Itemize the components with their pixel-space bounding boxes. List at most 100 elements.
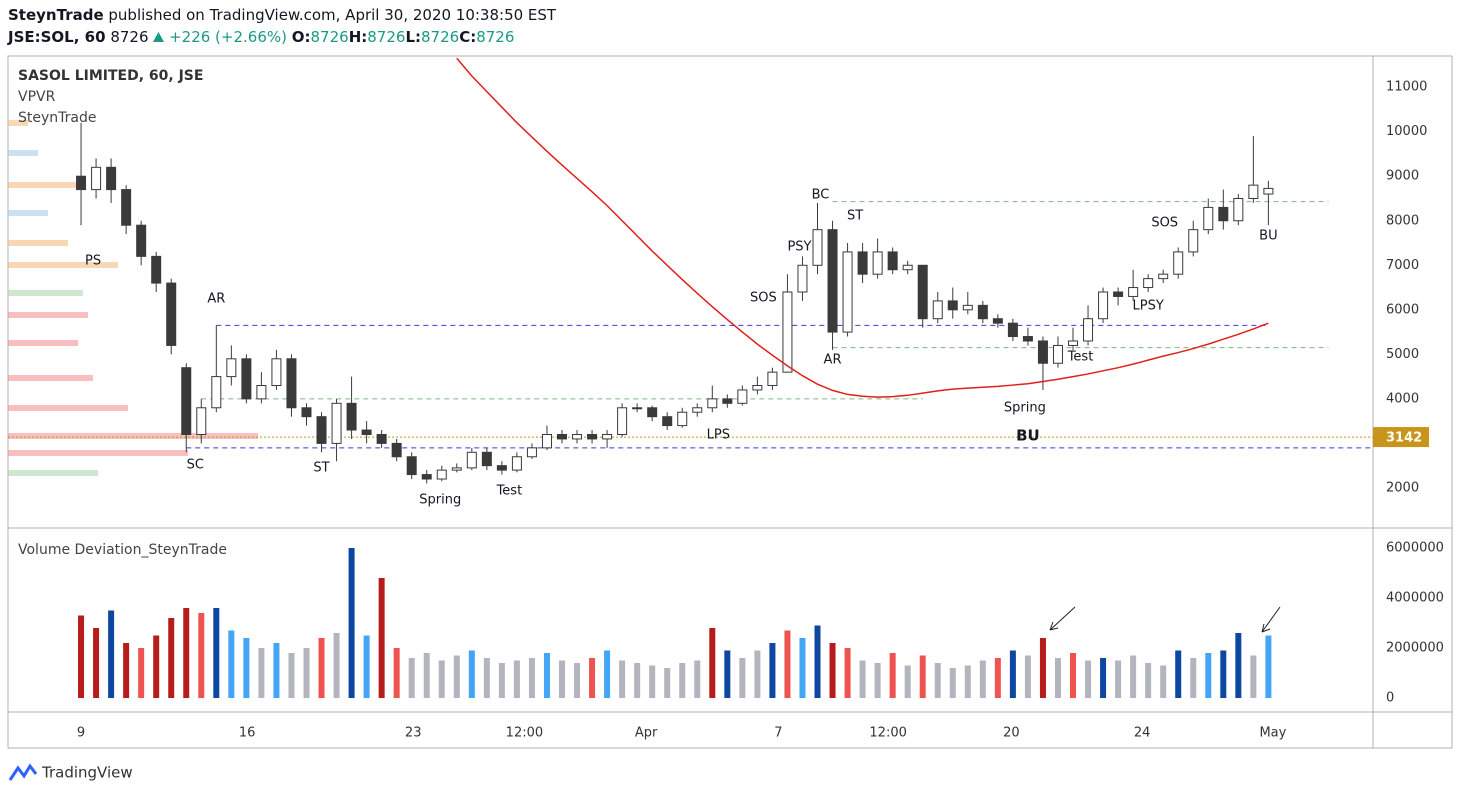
volume-bar bbox=[168, 618, 175, 698]
volume-bar bbox=[468, 650, 475, 698]
candle-body bbox=[1203, 206, 1214, 231]
candle-body bbox=[406, 456, 417, 476]
volume-bar bbox=[228, 630, 235, 698]
candle-body bbox=[1052, 344, 1063, 364]
candle-body bbox=[767, 371, 778, 387]
x-tick-label: 20 bbox=[1003, 726, 1020, 741]
candle-body bbox=[136, 224, 147, 257]
candle-body bbox=[812, 229, 823, 266]
volume-bar bbox=[979, 660, 986, 698]
candle-body bbox=[752, 385, 763, 391]
volume-bar bbox=[498, 663, 505, 698]
volume-bar bbox=[1145, 663, 1152, 698]
volume-bar bbox=[333, 633, 340, 698]
volume-bar bbox=[1054, 658, 1061, 698]
candle-body bbox=[361, 429, 372, 435]
candle-body bbox=[526, 447, 537, 458]
volume-bar bbox=[1235, 633, 1242, 698]
x-tick-label: 12:00 bbox=[869, 726, 906, 741]
annotation: SOS bbox=[1151, 215, 1178, 230]
candle-body bbox=[917, 264, 928, 320]
candle-body bbox=[872, 251, 883, 275]
candle-body bbox=[301, 407, 312, 418]
candle-body bbox=[1068, 340, 1079, 346]
x-tick-label: May bbox=[1259, 726, 1286, 741]
volume-bar bbox=[78, 615, 85, 698]
volume-bar bbox=[844, 648, 851, 698]
annotation: SC bbox=[187, 457, 204, 472]
volume-bar bbox=[198, 613, 205, 698]
y-tick-label: 4000 bbox=[1386, 391, 1419, 406]
volume-bar bbox=[393, 648, 400, 698]
candle-body bbox=[947, 300, 958, 311]
x-tick-label: 9 bbox=[77, 726, 85, 741]
candle-body bbox=[1218, 206, 1229, 222]
ohlc-label: H: bbox=[348, 28, 368, 46]
ohlc-value: 8726 bbox=[421, 28, 460, 46]
annotation: SOS bbox=[750, 290, 777, 305]
candle-body bbox=[541, 433, 552, 449]
candle-body bbox=[331, 402, 342, 444]
y-tick-label: 11000 bbox=[1386, 80, 1427, 95]
candle-body bbox=[391, 442, 402, 458]
candle-body bbox=[1143, 278, 1154, 289]
candle-body bbox=[647, 407, 658, 418]
candle-body bbox=[1263, 187, 1274, 195]
candle-body bbox=[1248, 184, 1259, 199]
volume-bar bbox=[799, 638, 806, 698]
candle-body bbox=[1188, 229, 1199, 253]
volume-bar bbox=[183, 608, 190, 698]
volume-bar bbox=[453, 655, 460, 698]
volume-bar bbox=[1024, 655, 1031, 698]
candle-body bbox=[842, 251, 853, 333]
volume-bar bbox=[694, 660, 701, 698]
candle-body bbox=[1233, 197, 1244, 222]
price-tag-label: 3142 bbox=[1386, 431, 1422, 446]
candle-body bbox=[722, 398, 733, 404]
volume-bar bbox=[483, 658, 490, 698]
candle-body bbox=[707, 398, 718, 409]
annotation: ST bbox=[313, 460, 329, 475]
candle-body bbox=[181, 367, 192, 435]
volume-bar bbox=[889, 653, 896, 698]
volume-bar bbox=[1115, 660, 1122, 698]
x-tick-label: 24 bbox=[1134, 726, 1151, 741]
candle-body bbox=[1113, 291, 1124, 297]
candle-body bbox=[286, 358, 297, 409]
candle-body bbox=[902, 264, 913, 271]
candle-body bbox=[977, 304, 988, 320]
candle-body bbox=[211, 376, 222, 409]
volume-bar bbox=[1130, 655, 1137, 698]
candle-body bbox=[1128, 287, 1139, 297]
candle-body bbox=[1158, 273, 1169, 280]
candle-body bbox=[511, 456, 522, 471]
candle-body bbox=[436, 469, 447, 480]
volume-bar bbox=[258, 648, 265, 698]
volume-bar bbox=[859, 660, 866, 698]
candle-body bbox=[617, 407, 628, 435]
candle-body bbox=[256, 385, 267, 400]
volume-bar bbox=[213, 608, 220, 698]
volume-bar bbox=[1205, 653, 1212, 698]
candle-body bbox=[226, 358, 237, 378]
y-tick-label: 0 bbox=[1386, 691, 1394, 706]
volume-bar bbox=[438, 660, 445, 698]
candle-body bbox=[662, 416, 673, 427]
volume-bar bbox=[619, 660, 626, 698]
ohlc-value: 8726 bbox=[310, 28, 349, 46]
x-tick-label: 16 bbox=[239, 726, 256, 741]
x-tick-label: Apr bbox=[635, 726, 658, 741]
y-tick-label: 2000000 bbox=[1386, 641, 1444, 656]
publish-line: SteynTrade published on TradingView.com,… bbox=[8, 4, 556, 26]
y-tick-label: 2000 bbox=[1386, 480, 1419, 495]
volume-bar bbox=[1190, 658, 1197, 698]
volume-bar bbox=[273, 643, 280, 698]
volume-bar bbox=[348, 548, 355, 698]
arrow bbox=[1261, 606, 1281, 633]
volume-bar bbox=[528, 658, 535, 698]
candle-body bbox=[992, 318, 1003, 324]
y-tick-label: 9000 bbox=[1386, 169, 1419, 184]
volume-bar bbox=[949, 668, 956, 698]
volume-bar bbox=[1220, 650, 1227, 698]
